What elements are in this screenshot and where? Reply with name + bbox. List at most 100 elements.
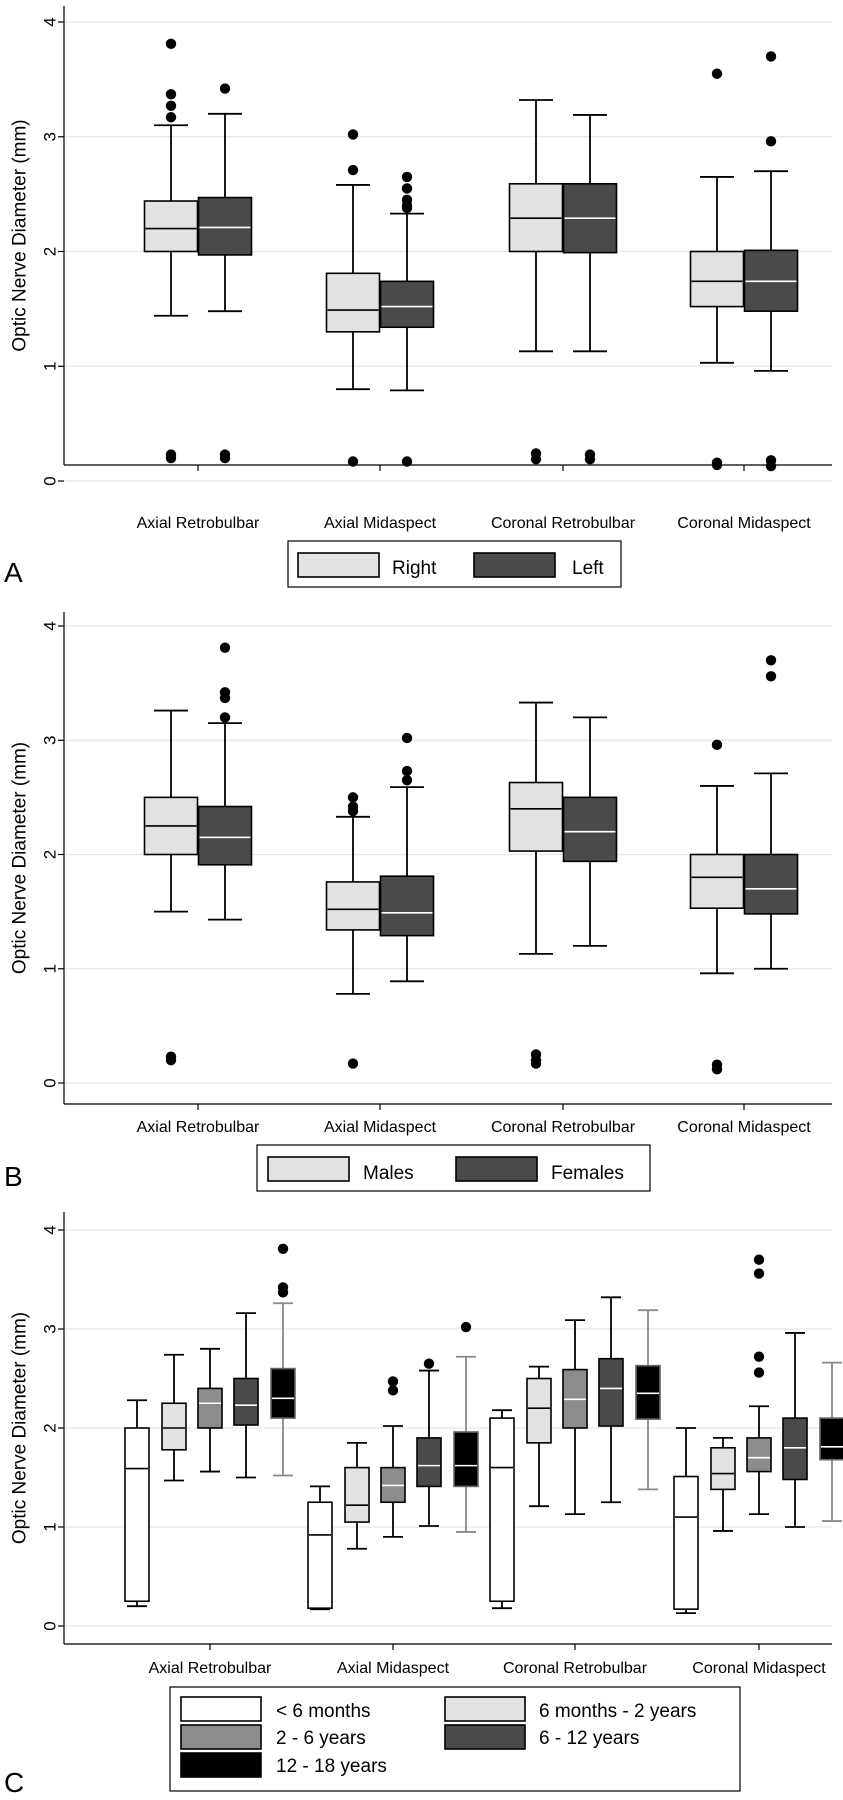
y-tick-label: 2: [41, 850, 60, 859]
y-tick-label: 1: [41, 362, 60, 371]
x-tick-label: Axial Midaspect: [337, 1660, 450, 1677]
outlier-point: [277, 1243, 289, 1255]
outlier-point: [584, 453, 596, 465]
box-females-0: [197, 642, 253, 921]
x-tick-label: Axial Retrobulbar: [137, 1119, 260, 1136]
y-tick-label: 4: [41, 1225, 60, 1234]
iqr-box: [673, 1475, 699, 1610]
legend-swatch: [455, 1156, 538, 1182]
outlier-point: [165, 89, 177, 100]
outlier-point: [753, 1254, 765, 1265]
outlier-point: [765, 51, 777, 62]
box-females-1: [379, 732, 435, 983]
box-left-2: [562, 114, 618, 465]
outlier-point: [401, 202, 413, 214]
legend-swatch: [297, 552, 380, 578]
box--6-months-0: [124, 1399, 150, 1608]
outlier-point: [753, 1268, 765, 1279]
x-tick-label: Coronal Retrobulbar: [491, 515, 636, 532]
iqr-box: [233, 1377, 259, 1426]
box-6-12-years-1: [416, 1358, 442, 1527]
iqr-box: [344, 1466, 370, 1523]
box-6-months-2-years-3: [710, 1437, 736, 1532]
y-tick-label: 0: [41, 1621, 60, 1630]
y-tick-label: 3: [41, 1324, 60, 1333]
box-2-6-years-1: [380, 1376, 406, 1538]
outlier-point: [347, 1058, 359, 1069]
y-tick-label: 4: [41, 621, 60, 630]
outlier-point: [219, 692, 231, 704]
iqr-box: [197, 1387, 223, 1429]
outlier-point: [530, 453, 542, 465]
legend-label: 2 - 6 years: [276, 1728, 366, 1749]
outlier-point: [711, 68, 723, 79]
box-12-18-years-2: [635, 1309, 661, 1491]
outlier-point: [401, 456, 413, 467]
iqr-box: [416, 1437, 442, 1488]
iqr-box: [743, 853, 799, 915]
legend-swatch: [180, 1696, 262, 1722]
box-males-1: [325, 792, 381, 1069]
iqr-box: [635, 1364, 661, 1420]
outlier-point: [387, 1385, 399, 1396]
y-tick-label: 2: [41, 1423, 60, 1432]
iqr-box: [489, 1417, 515, 1603]
x-tick-label: Axial Midaspect: [324, 515, 437, 532]
box-right-1: [325, 129, 381, 467]
outlier-point: [165, 452, 177, 464]
iqr-box: [379, 280, 435, 329]
outlier-point: [347, 792, 359, 803]
box-right-2: [508, 99, 564, 465]
outlier-point: [219, 83, 231, 94]
panel-label: A: [4, 557, 23, 588]
legend-label: Right: [392, 558, 437, 579]
panel-C: 0 1 2 3 4 Optic Nerve Diameter (mm) Axial Retr…: [4, 1212, 843, 1798]
legend-swatch: [180, 1752, 262, 1778]
box-2-6-years-0: [197, 1347, 223, 1473]
box-6-12-years-3: [782, 1332, 808, 1528]
outlier-point: [347, 456, 359, 467]
iqr-box: [819, 1417, 843, 1461]
legend-swatch: [444, 1724, 526, 1750]
y-tick-label: 3: [41, 132, 60, 141]
box-12-18-years-1: [453, 1321, 479, 1533]
outlier-point: [401, 775, 413, 786]
iqr-box: [689, 250, 745, 308]
outlier-point: [219, 712, 231, 723]
legend-label: < 6 months: [276, 1701, 371, 1722]
outlier-point: [347, 164, 359, 176]
outlier-point: [765, 136, 777, 147]
iqr-box: [710, 1447, 736, 1491]
outlier-point: [711, 739, 723, 751]
box-12-18-years-3: [819, 1361, 843, 1522]
y-tick-label: 0: [41, 476, 60, 485]
iqr-box: [197, 196, 253, 256]
y-tick-label: 1: [41, 964, 60, 973]
box-females-3: [743, 655, 799, 970]
x-tick-label: Axial Retrobulbar: [149, 1660, 272, 1677]
box-6-12-years-2: [598, 1296, 624, 1504]
panel-A: 0 1 2 3 4 Optic Nerve Diameter (mm) Axial Retr…: [4, 6, 832, 588]
iqr-box: [307, 1501, 333, 1609]
box-males-2: [508, 701, 564, 1069]
legend-label: Left: [572, 558, 604, 579]
legend-label: Females: [551, 1163, 624, 1184]
outlier-point: [711, 459, 723, 471]
iqr-box: [161, 1402, 187, 1451]
outlier-point: [530, 1058, 542, 1069]
iqr-box: [270, 1367, 296, 1419]
outlier-point: [347, 805, 359, 817]
legend-label: 12 - 18 years: [276, 1756, 387, 1777]
iqr-box: [453, 1431, 479, 1488]
box-12-18-years-0: [270, 1243, 296, 1477]
outlier-point: [347, 129, 359, 140]
outlier-point: [711, 1064, 723, 1075]
iqr-box: [598, 1357, 624, 1427]
box-males-3: [689, 739, 745, 1075]
x-tick-label: Coronal Midaspect: [677, 515, 811, 532]
outlier-point: [165, 38, 177, 50]
y-tick-label: 2: [41, 247, 60, 256]
legend-swatch: [444, 1696, 526, 1722]
y-tick-label: 0: [41, 1078, 60, 1087]
